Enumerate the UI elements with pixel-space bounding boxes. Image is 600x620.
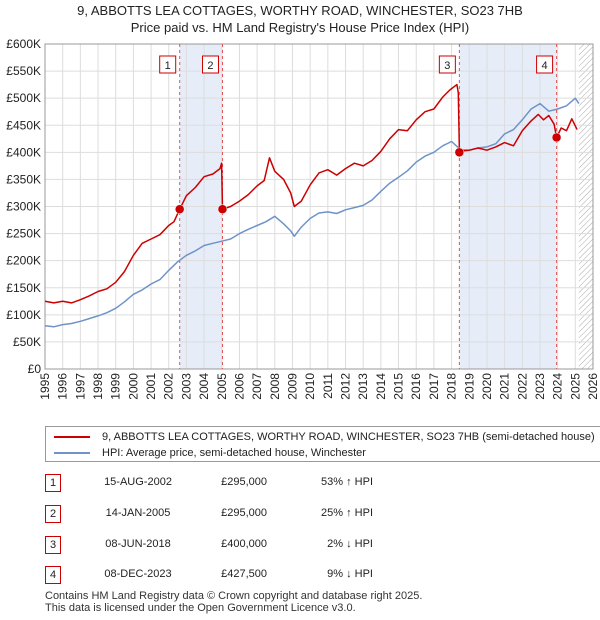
marker-label: 2 (207, 60, 213, 72)
x-tick-label: 2012 (339, 373, 353, 400)
footer-licence: This data is licensed under the Open Gov… (45, 602, 356, 614)
x-tick-label: 1997 (73, 373, 87, 400)
chart-title: 9, ABBOTTS LEA COTTAGES, WORTHY ROAD, WI… (77, 3, 523, 18)
legend: 9, ABBOTTS LEA COTTAGES, WORTHY ROAD, WI… (45, 426, 600, 462)
transaction-number: 3 (45, 536, 61, 554)
x-tick-label: 2020 (480, 373, 494, 400)
y-tick-label: £350K (6, 172, 41, 186)
transaction-number: 2 (45, 505, 61, 523)
transaction-hpi: 9% ↓ HPI (327, 568, 373, 580)
y-tick-label: £500K (6, 91, 41, 105)
y-tick-label: £600K (6, 37, 41, 51)
marker-box (159, 55, 177, 74)
y-tick-label: £400K (6, 145, 41, 159)
transaction-row: 3 08-JUN-2018 £400,000 2% ↓ HPI (45, 536, 445, 554)
x-tick-label: 2022 (515, 373, 529, 400)
x-tick-label: 2024 (551, 373, 565, 400)
transaction-price: £400,000 (221, 538, 267, 550)
price-chart: £0 £50K £100K £150K £200K £250K £300K £350K £400… (6, 37, 600, 400)
legend-label-property: 9, ABBOTTS LEA COTTAGES, WORTHY ROAD, WI… (102, 431, 595, 443)
sale-point (454, 147, 465, 158)
x-tick-label: 2003 (179, 373, 193, 400)
y-tick-label: £250K (6, 227, 41, 241)
transaction-hpi: 25% ↑ HPI (321, 507, 373, 519)
series-line-property (44, 83, 578, 304)
x-tick-label: 2018 (445, 373, 459, 400)
transaction-date: 14-JAN-2005 (105, 507, 171, 519)
chart-subtitle: Price paid vs. HM Land Registry's House … (130, 20, 470, 35)
series-line-hpi (44, 97, 580, 328)
x-tick-label: 2010 (303, 373, 317, 400)
y-tick-label: £0 (28, 362, 42, 376)
legend-item-hpi: HPI: Average price, semi-detached house,… (54, 445, 366, 461)
x-tick-label: 1999 (109, 373, 123, 400)
y-tick-label: £550K (6, 64, 41, 78)
x-tick-label: 1998 (91, 373, 105, 400)
legend-item-property: 9, ABBOTTS LEA COTTAGES, WORTHY ROAD, WI… (54, 429, 595, 445)
x-tick-label: 2021 (498, 373, 512, 400)
y-tick-label: £50K (13, 335, 41, 349)
transaction-date: 08-JUN-2018 (105, 538, 171, 550)
x-tick-label: 2015 (392, 373, 406, 400)
transaction-date: 08-DEC-2023 (104, 568, 172, 580)
transaction-date: 15-AUG-2002 (104, 476, 172, 488)
y-tick-label: £300K (6, 200, 41, 214)
x-tick-label: 2019 (462, 373, 476, 400)
x-tick-label: 2008 (268, 373, 282, 400)
y-tick-label: £100K (6, 308, 41, 322)
legend-label-hpi: HPI: Average price, semi-detached house,… (102, 447, 366, 459)
marker-box (438, 55, 456, 74)
sale-point (174, 204, 185, 214)
x-tick-label: 2002 (162, 373, 176, 400)
x-tick-label: 2005 (215, 373, 229, 400)
x-tick-label: 2011 (321, 373, 335, 399)
legend-swatch-property (54, 436, 90, 438)
transaction-price: £427,500 (221, 568, 267, 580)
x-tick-label: 2017 (427, 373, 441, 400)
x-tick-label: 2006 (232, 373, 246, 400)
x-tick-label: 2004 (197, 373, 211, 400)
x-tick-label: 2007 (250, 373, 264, 400)
marker-box (536, 55, 554, 74)
x-tick-label: 2001 (144, 373, 158, 400)
transaction-row: 2 14-JAN-2005 £295,000 25% ↑ HPI (45, 505, 445, 523)
marker-label: 1 (165, 60, 171, 72)
transaction-number: 4 (45, 566, 61, 584)
transaction-number: 1 (45, 474, 61, 492)
transaction-hpi: 53% ↑ HPI (321, 476, 373, 488)
x-tick-label: 2013 (356, 373, 370, 400)
transaction-hpi: 2% ↓ HPI (327, 538, 373, 550)
x-tick-label: 2025 (568, 373, 582, 400)
x-tick-label: 2026 (586, 373, 600, 400)
sale-point (551, 132, 562, 143)
x-tick-label: 1996 (56, 373, 70, 400)
x-tick-label: 2009 (285, 373, 299, 400)
x-tick-label: 2023 (533, 373, 547, 400)
x-tick-label: 2016 (409, 373, 423, 400)
transaction-price: £295,000 (221, 507, 267, 519)
marker-label: 4 (542, 60, 548, 72)
transaction-price: £295,000 (221, 476, 267, 488)
y-tick-label: £200K (6, 254, 41, 268)
y-tick-label: £450K (6, 118, 41, 132)
plot-frame (44, 43, 594, 370)
marker-box (201, 55, 219, 74)
transaction-row: 4 08-DEC-2023 £427,500 9% ↓ HPI (45, 566, 445, 584)
footer-copyright: Contains HM Land Registry data © Crown c… (45, 590, 423, 602)
y-tick-label: £150K (6, 281, 41, 295)
transaction-row: 1 15-AUG-2002 £295,000 53% ↑ HPI (45, 474, 445, 492)
marker-label: 3 (444, 60, 450, 72)
x-tick-label: 2014 (374, 373, 388, 400)
x-tick-label: 1995 (38, 373, 52, 400)
sale-point (217, 204, 228, 214)
legend-swatch-hpi (54, 452, 90, 454)
x-tick-label: 2000 (126, 373, 140, 400)
